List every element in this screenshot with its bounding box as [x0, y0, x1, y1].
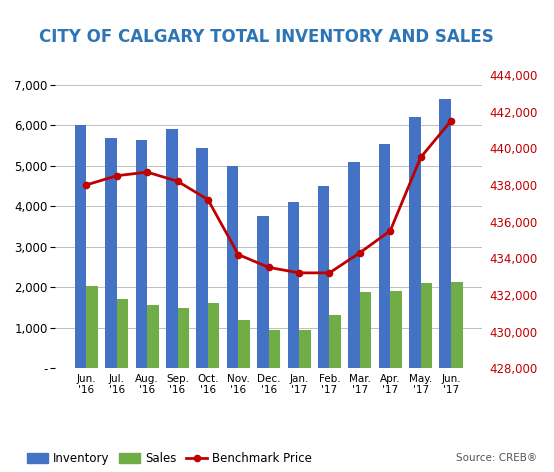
Bar	[166, 129, 177, 368]
Bar	[177, 308, 189, 368]
Benchmark Price	[417, 155, 424, 160]
Bar	[136, 140, 147, 368]
Line: Benchmark Price: Benchmark Price	[83, 118, 454, 276]
Bar	[147, 305, 158, 368]
Bar	[299, 330, 311, 368]
Bar	[409, 118, 420, 368]
Bar	[208, 303, 219, 368]
Bar	[348, 162, 360, 368]
Bar	[269, 330, 280, 368]
Bar	[227, 166, 238, 368]
Bar	[451, 282, 463, 368]
Bar	[257, 217, 269, 368]
Benchmark Price	[144, 169, 151, 175]
Bar	[105, 137, 117, 368]
Bar	[75, 126, 86, 368]
Benchmark Price	[235, 252, 242, 257]
Bar	[117, 299, 129, 368]
Benchmark Price	[357, 250, 363, 255]
Benchmark Price	[265, 264, 272, 270]
Bar	[420, 283, 432, 368]
Bar	[86, 287, 98, 368]
Benchmark Price	[204, 197, 211, 202]
Text: CITY OF CALGARY TOTAL INVENTORY AND SALES: CITY OF CALGARY TOTAL INVENTORY AND SALE…	[39, 28, 494, 46]
Benchmark Price	[296, 270, 302, 276]
Bar	[439, 99, 451, 368]
Bar	[318, 186, 330, 368]
Benchmark Price	[326, 270, 333, 276]
Benchmark Price	[83, 182, 90, 188]
Benchmark Price	[114, 173, 120, 178]
Bar	[379, 143, 390, 368]
Bar	[360, 292, 371, 368]
Bar	[238, 320, 250, 368]
Benchmark Price	[387, 228, 393, 234]
Bar	[196, 148, 208, 368]
Bar	[390, 291, 402, 368]
Legend: Inventory, Sales, Benchmark Price: Inventory, Sales, Benchmark Price	[27, 452, 312, 465]
Bar	[330, 315, 341, 368]
Bar	[288, 202, 299, 368]
Benchmark Price	[448, 118, 454, 124]
Text: Source: CREB®: Source: CREB®	[456, 453, 537, 463]
Benchmark Price	[174, 178, 181, 184]
